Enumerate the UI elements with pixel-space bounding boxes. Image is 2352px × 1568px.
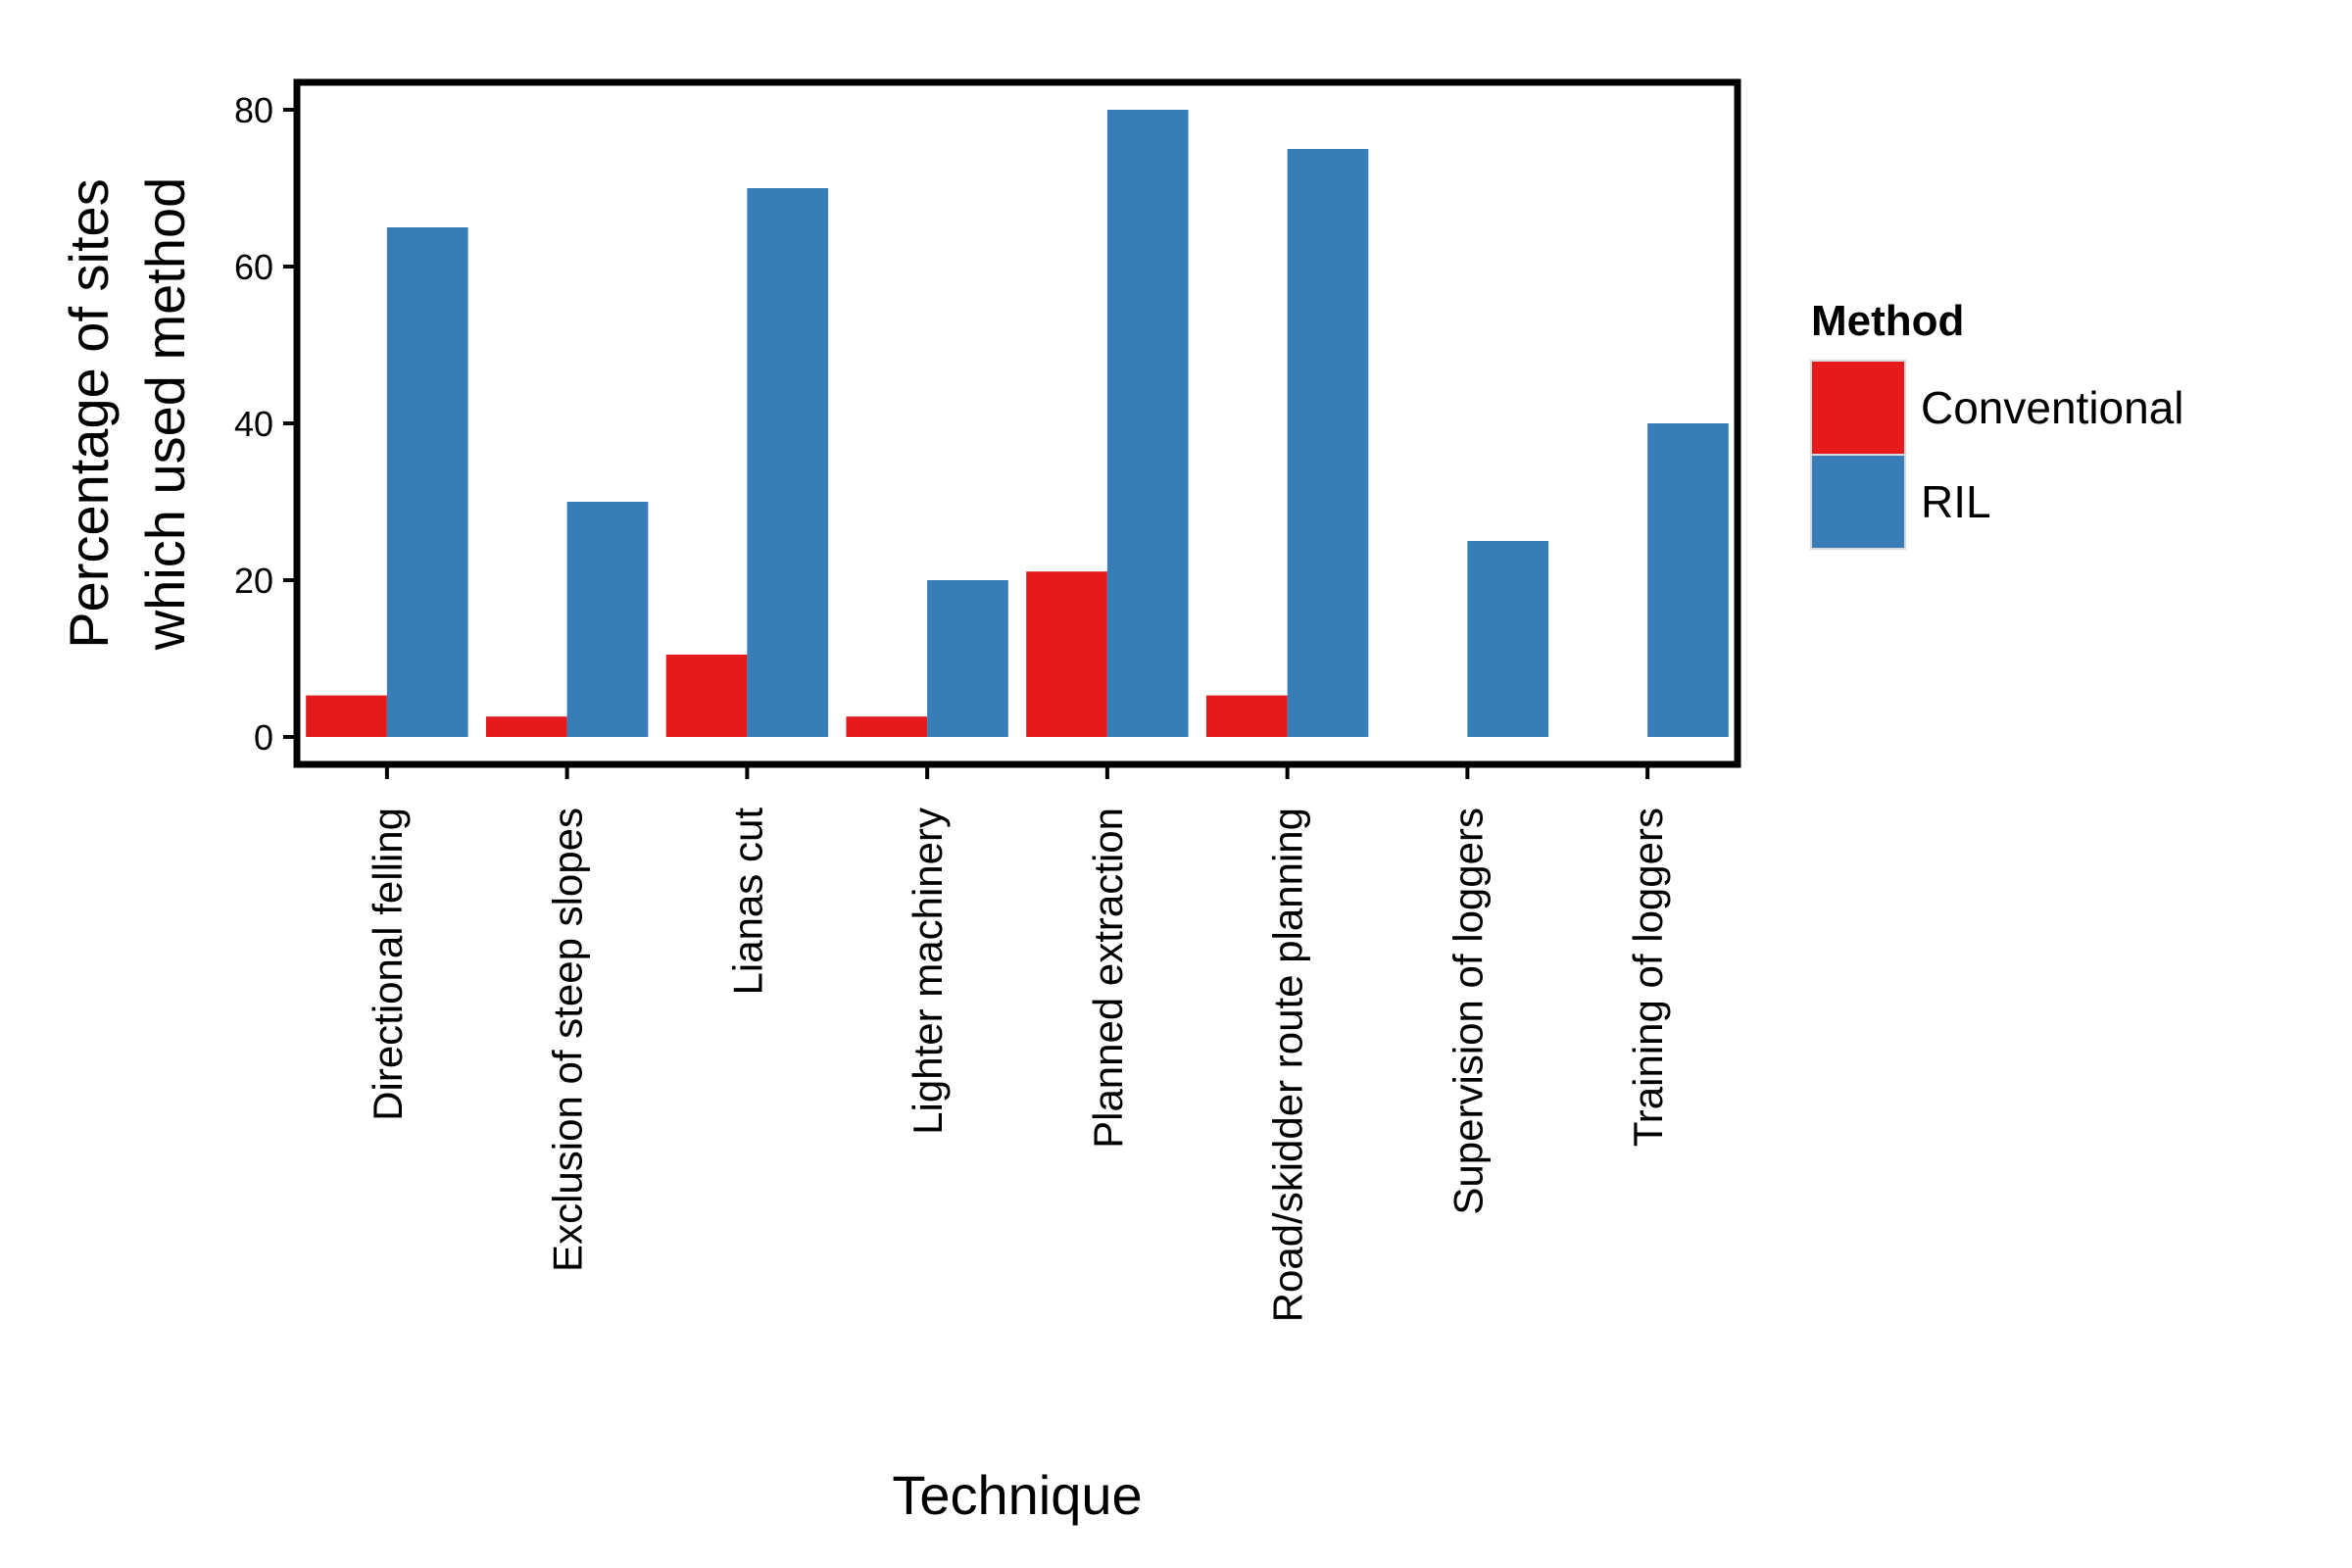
bar-ril-7 [1467,541,1549,737]
y-axis-title-line-1: Percentage of sites [58,178,120,648]
bar-ril-6 [1287,149,1369,737]
bar-conventional-2 [485,716,567,737]
x-tick-label: Lianas cut [724,808,770,996]
bar-conventional-4 [846,716,928,737]
bar-ril-8 [1647,423,1729,737]
legend-swatch-ril [1810,454,1906,550]
bar-conventional-3 [665,655,748,737]
y-tick-label: 20 [234,561,273,601]
legend-items: Conventional RIL [1810,360,2184,550]
legend-label-ril: RIL [1921,476,1991,527]
x-tick-label: Planned extraction [1085,808,1131,1149]
bar-ril-3 [747,188,829,737]
y-axis-title-line-2: which used method [134,177,196,652]
bar-ril-5 [1106,110,1189,737]
legend-title: Method [1811,297,1964,345]
bar-ril-2 [566,502,649,737]
y-tick-label: 80 [234,90,273,130]
x-tick-label: Road/skidder route planning [1265,808,1311,1322]
bar-ril-4 [927,580,1008,737]
x-tick-label: Training of loggers [1625,808,1671,1147]
bar-ril-1 [386,227,468,737]
x-axis-title: Technique [892,1464,1142,1526]
y-axis: 0 20 40 60 80 [234,90,294,758]
bar-conventional-6 [1205,695,1288,737]
x-tick-label: Directional felling [365,808,411,1121]
legend-swatch-conventional [1810,360,1906,456]
plot-panel-border [293,78,1741,768]
x-tick-label: Supervision of loggers [1445,808,1491,1215]
x-tick-label: Lighter machinery [905,808,951,1135]
bar-conventional-5 [1026,571,1107,737]
x-tick-label: Exclusion of steep slopes [545,808,591,1272]
bars-group [306,110,1729,737]
legend: Method Conventional RIL [1810,297,2184,550]
y-tick-label: 40 [234,404,273,444]
y-tick-label: 0 [254,717,273,758]
legend-label-conventional: Conventional [1921,382,2184,433]
y-tick-label: 60 [234,247,273,287]
x-axis: Directional felling Exclusion of steep sl… [365,767,1671,1322]
bar-conventional-1 [306,695,387,737]
